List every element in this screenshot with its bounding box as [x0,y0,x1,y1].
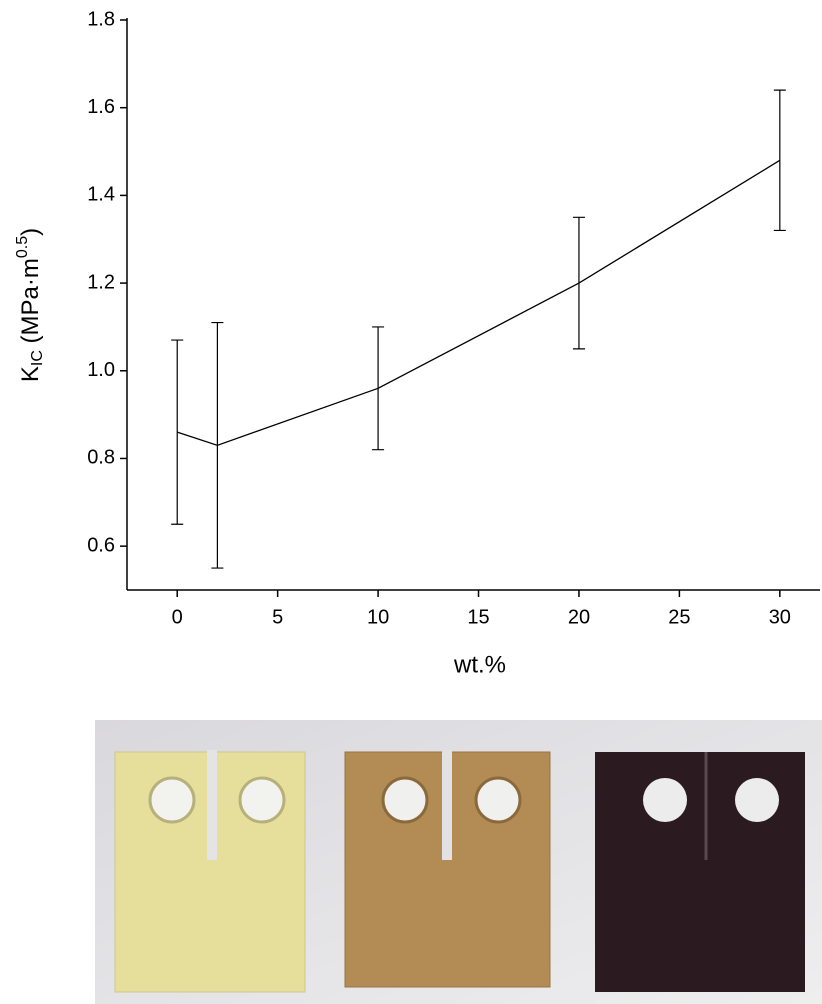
x-tick-label: 25 [668,606,690,628]
y-label-subscript: IC [29,350,46,366]
x-tick-label: 15 [467,606,489,628]
y-tick-label: 1.0 [87,359,115,381]
y-tick-label: 1.2 [87,271,115,293]
x-tick-label: 20 [568,606,590,628]
specimen-photo [95,720,822,1004]
error-bar [372,326,385,451]
error-bar [572,216,585,350]
y-tick-label: 1.8 [87,8,115,30]
data-line [177,159,781,446]
y-tick-label: 0.8 [87,447,115,469]
x-tick-label: 30 [769,606,791,628]
y-label-symbol: K [17,366,44,382]
y-tick-label: 0.6 [87,534,115,556]
y-label-close: ) [17,228,44,236]
error-bar [211,321,224,569]
x-axis-label: wt.% [453,651,506,678]
x-tick-label: 10 [367,606,389,628]
y-label-superscript: 0.5 [14,236,31,258]
x-tick-label: 0 [172,606,183,628]
y-label-unit: (MPa·m [17,258,44,350]
error-bar [773,89,786,232]
y-axis-label: KIC (MPa·m0.5) [14,228,46,382]
error-bar [171,339,184,525]
x-tick-label: 5 [272,606,283,628]
y-tick-label: 1.6 [87,96,115,118]
y-tick-label: 1.4 [87,184,115,206]
